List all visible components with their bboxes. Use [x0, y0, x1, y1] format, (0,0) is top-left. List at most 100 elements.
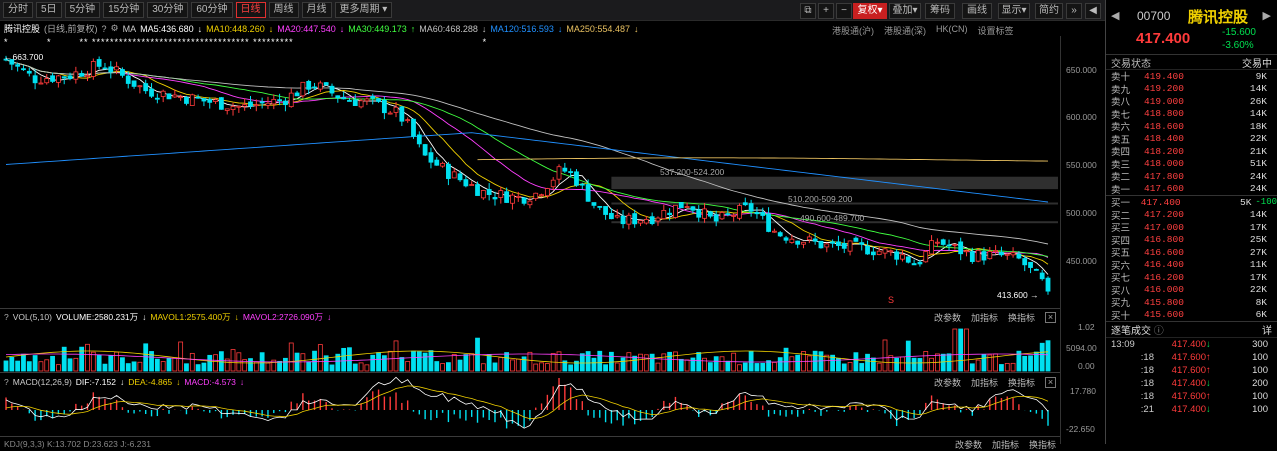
ask-level-row[interactable]: 卖九 419.200 14K — [1106, 83, 1277, 96]
switch-indicator-button[interactable]: 换指标 — [1028, 439, 1056, 450]
level-volume: 11K — [1249, 259, 1267, 271]
kline-chart[interactable] — [0, 0, 1105, 444]
candle-body — [352, 99, 358, 106]
collapse-icon[interactable]: ◀ — [1085, 3, 1101, 19]
ask-level-row[interactable]: 卖八 419.000 26K — [1106, 95, 1277, 109]
switch-indicator-button[interactable]: 换指标 — [1007, 377, 1035, 388]
ask-level-row[interactable]: 卖四 418.200 21K — [1106, 145, 1277, 159]
add-indicator-button[interactable]: 加指标 — [991, 439, 1019, 450]
bid-level-row[interactable]: 买二 417.200 14K — [1106, 209, 1277, 222]
level-price: 415.800 — [1144, 296, 1184, 308]
candle-body — [3, 58, 9, 61]
bid-level-row[interactable]: 买九 415.800 8K — [1106, 296, 1277, 310]
volume-bar — [79, 346, 85, 372]
stock-code: 00700 — [1137, 9, 1171, 23]
zoom-in-icon[interactable]: + — [818, 3, 834, 19]
tag-settings[interactable]: 设置标签 — [977, 26, 1014, 36]
bid-level-row[interactable]: 买四 416.800 25K — [1106, 234, 1277, 247]
tag-sz-connect[interactable]: 港股通(深) — [884, 26, 926, 36]
bid-level-row[interactable]: 买八 416.000 22K — [1106, 284, 1277, 297]
period-tab-timeshare[interactable]: 分时 — [3, 2, 33, 18]
period-tab-15min[interactable]: 15分钟 — [103, 2, 145, 18]
period-tab-monthly[interactable]: 月线 — [301, 2, 332, 18]
volume-bar — [393, 340, 399, 372]
fast-forward-icon[interactable]: » — [1066, 3, 1082, 19]
candle-body — [544, 188, 550, 197]
change-params-button[interactable]: 改参数 — [954, 439, 982, 450]
change-params-button[interactable]: 改参数 — [933, 312, 961, 323]
level-label: 买八 — [1111, 285, 1131, 297]
volume-bar — [969, 363, 975, 372]
ask-level-row[interactable]: 卖一 417.600 24K — [1106, 183, 1277, 196]
volume-bar — [387, 350, 393, 372]
vol-axis-label: 0.00 — [1078, 361, 1095, 371]
volume-bar — [515, 358, 521, 372]
mavol1-value: MAVOL1:2575.400万 — [150, 312, 231, 322]
period-tab-5day[interactable]: 5日 — [36, 2, 62, 18]
bid-level-row[interactable]: 买七 416.200 17K — [1106, 271, 1277, 285]
period-tab-5min[interactable]: 5分钟 — [64, 2, 101, 18]
switch-indicator-button[interactable]: 换指标 — [1007, 312, 1035, 323]
volume-bar — [9, 356, 15, 372]
window-icon[interactable]: ⧉ — [800, 3, 816, 19]
tick-time: :18 — [1140, 391, 1154, 402]
quote-panel: ◀ 00700 腾讯控股 ▶ 417.400 -15.600 -3.60% 交易… — [1105, 0, 1277, 444]
volume-bar — [347, 347, 352, 372]
bid-level-row[interactable]: 买六 416.400 11K — [1106, 259, 1277, 272]
candle-body — [632, 213, 638, 225]
bid-level-row[interactable]: 买三 417.000 17K — [1106, 221, 1277, 235]
next-arrow-icon[interactable]: ▶ — [1262, 10, 1271, 22]
period-tab-30min[interactable]: 30分钟 — [147, 2, 189, 18]
period-tab-60min[interactable]: 60分钟 — [191, 2, 233, 18]
ask-level-row[interactable]: 卖十 419.400 9K — [1106, 70, 1277, 84]
chips-button[interactable]: 筹码 — [925, 3, 955, 19]
close-icon[interactable]: × — [1045, 376, 1056, 388]
ask-level-row[interactable]: 卖六 418.600 18K — [1106, 120, 1277, 134]
info-icon[interactable]: ⓘ — [1153, 326, 1164, 337]
add-indicator-button[interactable]: 加指标 — [970, 312, 998, 323]
bid-level-row[interactable]: 买十 415.600 6K — [1106, 309, 1277, 322]
vol-label: VOL(5,10) — [12, 312, 52, 322]
change-params-button[interactable]: 改参数 — [933, 377, 961, 388]
candle-body — [253, 104, 259, 107]
add-indicator-button[interactable]: 加指标 — [970, 377, 998, 388]
period-tab-more[interactable]: 更多周期 ▾ — [334, 2, 393, 18]
tick-detail-button[interactable]: 详 — [1262, 326, 1272, 337]
help-icon[interactable]: ? — [101, 23, 107, 34]
candle-body — [667, 212, 673, 216]
period-tab-weekly[interactable]: 周线 — [268, 2, 299, 18]
help-icon[interactable]: ? — [4, 377, 9, 387]
prev-arrow-icon[interactable]: ◀ — [1111, 10, 1120, 22]
volume-bar — [940, 353, 946, 372]
tag-hk-cn[interactable]: HK(CN) — [936, 24, 968, 34]
candle-body — [754, 212, 760, 215]
candle-body — [347, 100, 352, 102]
simple-mode-button[interactable]: 简约 — [1035, 3, 1063, 19]
restore-rights-button[interactable]: 复权▾ — [853, 3, 887, 19]
help-icon[interactable]: ? — [4, 312, 9, 322]
period-tab-daily[interactable]: 日线 — [235, 2, 266, 18]
ask-level-row[interactable]: 卖二 417.800 24K — [1106, 170, 1277, 184]
display-label: 显示 — [1001, 5, 1022, 16]
tag-sh-connect[interactable]: 港股通(沪) — [832, 26, 874, 36]
volume-bar — [283, 357, 288, 372]
tick-row: :21 417.400 ↓ 100 — [1106, 403, 1277, 416]
settings-gear-icon[interactable]: ⚙ — [110, 23, 119, 33]
bid-level-row[interactable]: 买一 417.400 5K -100 — [1106, 196, 1277, 210]
bid-level-row[interactable]: 买五 416.600 27K — [1106, 246, 1277, 260]
display-button[interactable]: 显示▾ — [998, 3, 1030, 19]
ask-level-row[interactable]: 卖三 418.000 51K — [1106, 158, 1277, 171]
zoom-out-icon[interactable]: − — [836, 3, 852, 19]
overlay-button[interactable]: 叠加▾ — [889, 3, 921, 19]
candle-body — [707, 211, 713, 217]
stock-name: 腾讯控股 — [1188, 9, 1249, 26]
ask-level-row[interactable]: 卖七 418.800 14K — [1106, 108, 1277, 121]
tick-volume: 200 — [1252, 378, 1268, 389]
tick-row: :18 417.400 ↓ 200 — [1106, 377, 1277, 390]
candle-body — [201, 98, 207, 102]
draw-line-button[interactable]: 画线 — [962, 3, 992, 19]
close-icon[interactable]: × — [1045, 311, 1056, 323]
up-arrow-icon: ↑ — [1206, 391, 1211, 402]
ask-level-row[interactable]: 卖五 418.400 22K — [1106, 133, 1277, 146]
candle-body — [847, 240, 853, 252]
